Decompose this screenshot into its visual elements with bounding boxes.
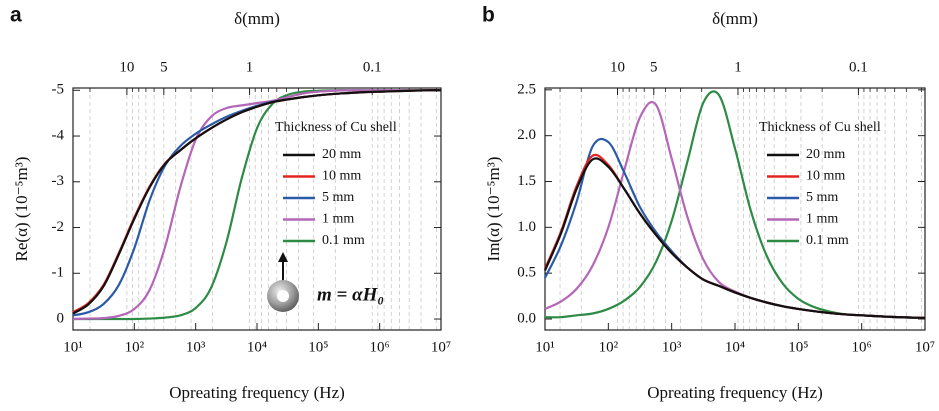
x2-tick-label: 0.1 xyxy=(849,59,868,75)
x-axis-label: Opreating frequency (Hz) xyxy=(647,383,823,402)
legend-label: 10 mm xyxy=(322,169,361,184)
y-tick-label: 0 xyxy=(57,310,65,326)
legend-label: 20 mm xyxy=(806,147,845,162)
x-tick-label: 10⁶ xyxy=(370,339,390,355)
legend-label: 5 mm xyxy=(806,190,838,205)
data-line xyxy=(72,89,441,321)
x2-tick-label: 1 xyxy=(246,59,254,75)
x-tick-label: 10⁶ xyxy=(852,339,872,355)
y-axis-label: Re(α) (10⁻⁵m³) xyxy=(12,157,31,262)
x-tick-label: 10⁵ xyxy=(308,339,328,355)
x-axis-label: Opreating frequency (Hz) xyxy=(169,383,345,402)
y-tick-label: 2.0 xyxy=(517,127,536,143)
legend-label: 5 mm xyxy=(322,190,354,205)
panel: 10 5 1 0.1 10¹ 10² 10³ 10⁴ 10⁵ 10⁶ 10⁷ 0.0 0.5 1.0 1.5… xyxy=(482,4,935,402)
x2-tick-label: 10 xyxy=(119,59,134,75)
x-tick-label: 10² xyxy=(599,339,619,355)
y-tick-label: -5 xyxy=(52,82,65,98)
x2-tick-label: 1 xyxy=(734,59,742,75)
data-line xyxy=(543,157,926,319)
y-tick-label: 0.0 xyxy=(517,310,536,326)
annotation: m = αH₀ xyxy=(317,284,384,305)
legend-label: 10 mm xyxy=(806,169,845,184)
panel: 10 5 1 0.1 10¹ 10² 10³ 10⁴ 10⁵ 10⁶ 10⁷ 0 -1 -2 -3 -4 -5 a… xyxy=(10,4,451,402)
moment-arrowhead xyxy=(278,252,288,262)
legend-label: 20 mm xyxy=(322,147,361,162)
legend-label: 1 mm xyxy=(322,212,354,227)
y-tick-label: 0.5 xyxy=(517,265,536,281)
x-tick-label: 10¹ xyxy=(535,339,555,355)
y-tick-label: -2 xyxy=(52,219,65,235)
legend-title: Thickness of Cu shell xyxy=(275,120,397,135)
y-tick-label: -4 xyxy=(52,127,65,143)
y-tick-label: 1.0 xyxy=(517,219,536,235)
x2-tick-label: 0.1 xyxy=(363,59,382,75)
panel-label: a xyxy=(10,4,22,27)
legend-title: Thickness of Cu shell xyxy=(759,120,881,135)
x-tick-label: 10⁵ xyxy=(788,339,808,355)
x-tick-label: 10⁷ xyxy=(915,339,935,355)
x2-tick-label: 5 xyxy=(650,59,658,75)
data-line xyxy=(72,89,442,315)
y-tick-label: -1 xyxy=(52,265,65,281)
x-tick-label: 10⁷ xyxy=(431,339,451,355)
x-tick-label: 10¹ xyxy=(63,339,83,355)
x2-axis-label: δ(mm) xyxy=(712,9,758,28)
shell-core xyxy=(277,290,289,302)
x-tick-label: 10² xyxy=(125,339,145,355)
y-tick-label: -3 xyxy=(52,173,65,189)
x-tick-label: 10³ xyxy=(662,339,682,355)
x2-tick-label: 5 xyxy=(160,59,168,75)
x-tick-label: 10⁴ xyxy=(247,339,267,355)
legend-label: 0.1 mm xyxy=(322,233,365,248)
x2-tick-label: 10 xyxy=(610,59,625,75)
legend-label: 0.1 mm xyxy=(806,233,849,248)
x2-axis-label: δ(mm) xyxy=(234,9,280,28)
panel-label: b xyxy=(482,4,495,27)
x-tick-label: 10³ xyxy=(186,339,206,355)
y-tick-label: 1.5 xyxy=(517,173,536,189)
x-tick-label: 10⁴ xyxy=(725,339,745,355)
y-axis-label: Im(α) (10⁻⁵m³) xyxy=(484,157,503,262)
legend-label: 1 mm xyxy=(806,212,838,227)
y-tick-label: 2.5 xyxy=(517,81,536,97)
